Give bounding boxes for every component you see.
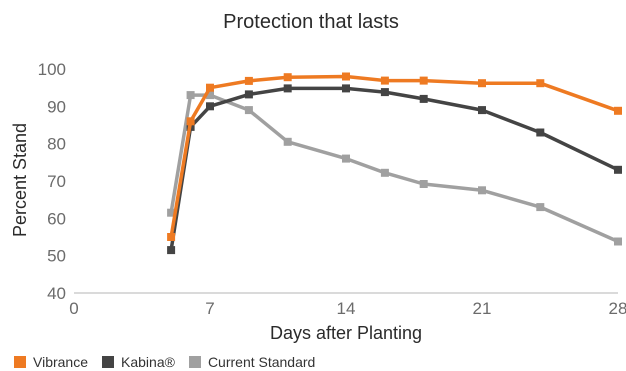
data-point-kabina bbox=[478, 106, 486, 115]
data-point-vibrance bbox=[186, 117, 195, 126]
y-tick-labels: 40 50 60 70 80 90 100 bbox=[38, 60, 66, 303]
x-tick-label: 21 bbox=[473, 299, 492, 318]
series-line-current-standard bbox=[169, 93, 619, 244]
data-point-vibrance bbox=[478, 79, 486, 88]
legend-swatch-vibrance bbox=[14, 356, 26, 368]
data-point-vibrance bbox=[167, 233, 176, 241]
data-point-kabina bbox=[536, 128, 545, 137]
y-tick-label: 70 bbox=[47, 172, 66, 191]
x-tick-label: 0 bbox=[69, 299, 78, 318]
data-point-vibrance bbox=[614, 106, 622, 115]
data-point-current-standard bbox=[167, 208, 176, 217]
y-axis-label: Percent Stand bbox=[10, 123, 30, 237]
legend-item-current-standard: Current Standard bbox=[188, 354, 316, 370]
data-point-kabina bbox=[380, 88, 389, 97]
data-point-current-standard bbox=[419, 180, 428, 188]
data-point-current-standard bbox=[342, 154, 350, 163]
series-kabina bbox=[167, 84, 622, 255]
legend-item-vibrance: Vibrance bbox=[14, 354, 88, 370]
legend-label-current-standard: Current Standard bbox=[207, 354, 316, 370]
data-point-current-standard bbox=[380, 168, 389, 177]
data-point-current-standard bbox=[614, 237, 622, 246]
x-tick-labels: 0 7 14 21 28 bbox=[69, 299, 626, 318]
data-point-current-standard bbox=[478, 186, 486, 195]
legend-label-kabina: Kabina® bbox=[121, 354, 175, 370]
data-point-vibrance bbox=[419, 76, 428, 85]
chart-title: Protection that lasts bbox=[223, 11, 399, 33]
data-point-kabina bbox=[167, 246, 176, 255]
data-point-kabina bbox=[342, 84, 350, 93]
x-tick-label: 28 bbox=[609, 299, 626, 318]
data-point-kabina bbox=[419, 94, 428, 103]
series-vibrance bbox=[167, 72, 622, 241]
legend: Vibrance Kabina® Current Standard bbox=[14, 354, 329, 370]
legend-label-vibrance: Vibrance bbox=[33, 354, 89, 370]
data-point-vibrance bbox=[283, 73, 292, 82]
data-point-kabina bbox=[244, 90, 253, 99]
y-tick-label: 60 bbox=[47, 209, 66, 228]
data-point-kabina bbox=[614, 165, 622, 174]
y-tick-label: 80 bbox=[47, 135, 66, 154]
legend-swatch-current-standard bbox=[188, 356, 201, 368]
data-point-kabina bbox=[283, 84, 292, 93]
data-point-current-standard bbox=[186, 91, 195, 100]
legend-item-kabina: Kabina® bbox=[102, 354, 175, 370]
data-point-vibrance bbox=[244, 76, 253, 85]
y-tick-label: 40 bbox=[47, 284, 66, 303]
y-tick-label: 90 bbox=[47, 97, 66, 116]
x-tick-label: 14 bbox=[337, 299, 356, 318]
series-current-standard bbox=[167, 91, 622, 246]
data-point-current-standard bbox=[283, 137, 292, 146]
data-point-vibrance bbox=[536, 79, 545, 88]
data-point-current-standard bbox=[244, 106, 253, 115]
y-tick-label: 50 bbox=[47, 247, 66, 266]
series-line-kabina bbox=[169, 86, 619, 251]
data-point-vibrance bbox=[380, 76, 389, 85]
data-point-vibrance bbox=[206, 83, 214, 92]
y-tick-label: 100 bbox=[38, 60, 66, 79]
data-point-current-standard bbox=[536, 203, 545, 212]
data-point-vibrance bbox=[342, 72, 350, 81]
data-point-current-standard bbox=[206, 91, 214, 100]
legend-swatch-kabina bbox=[102, 356, 115, 368]
series-layer bbox=[167, 72, 622, 255]
data-point-kabina bbox=[206, 102, 214, 111]
x-axis-label: Days after Planting bbox=[270, 323, 422, 343]
x-tick-label: 7 bbox=[205, 299, 214, 318]
